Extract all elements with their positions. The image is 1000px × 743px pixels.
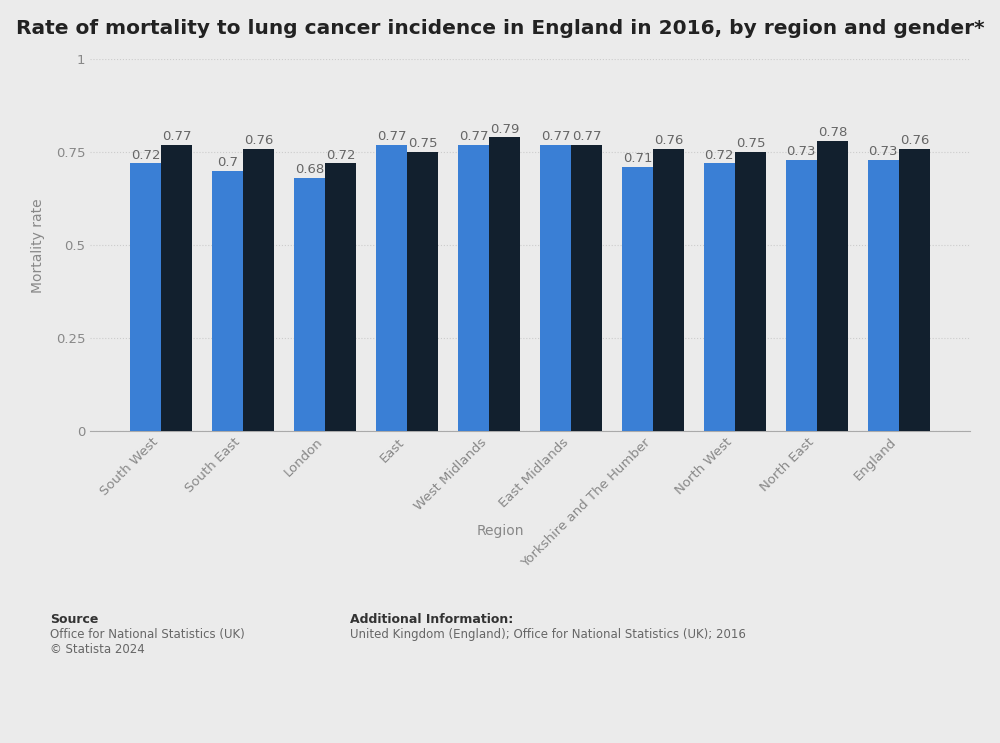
Bar <box>130 163 161 431</box>
Bar <box>161 145 192 431</box>
Text: 0.7: 0.7 <box>217 156 238 169</box>
Text: Source: Source <box>50 613 98 626</box>
Text: 0.78: 0.78 <box>818 126 847 140</box>
Text: Region: Region <box>476 524 524 538</box>
Bar <box>489 137 520 431</box>
Bar <box>571 145 602 431</box>
Text: Additional Information:: Additional Information: <box>350 613 513 626</box>
Text: 0.68: 0.68 <box>295 163 324 176</box>
Text: 0.77: 0.77 <box>459 130 488 143</box>
Text: 0.73: 0.73 <box>869 145 898 158</box>
Text: 0.76: 0.76 <box>654 134 683 147</box>
Text: 0.75: 0.75 <box>408 137 437 150</box>
Text: 0.71: 0.71 <box>623 152 652 166</box>
Text: Rate of mortality to lung cancer incidence in England in 2016, by region and gen: Rate of mortality to lung cancer inciden… <box>16 19 984 38</box>
Bar <box>735 152 766 431</box>
Y-axis label: Mortality rate: Mortality rate <box>31 198 45 293</box>
Bar <box>376 145 407 431</box>
Bar <box>407 152 438 431</box>
Bar <box>817 141 848 431</box>
Text: 0.72: 0.72 <box>131 149 160 161</box>
Bar <box>294 178 325 431</box>
Text: 0.77: 0.77 <box>377 130 406 143</box>
Bar <box>540 145 571 431</box>
Bar <box>704 163 735 431</box>
Bar <box>786 160 817 431</box>
Text: 0.77: 0.77 <box>541 130 570 143</box>
Bar <box>653 149 684 431</box>
Bar <box>622 167 653 431</box>
Bar <box>899 149 930 431</box>
Bar <box>212 171 243 431</box>
Bar <box>243 149 274 431</box>
Text: 0.73: 0.73 <box>787 145 816 158</box>
Text: 0.79: 0.79 <box>490 123 519 136</box>
Text: United Kingdom (England); Office for National Statistics (UK); 2016: United Kingdom (England); Office for Nat… <box>350 628 746 640</box>
Text: 0.72: 0.72 <box>326 149 355 161</box>
Text: 0.77: 0.77 <box>162 130 191 143</box>
Text: 0.77: 0.77 <box>572 130 601 143</box>
Text: 0.72: 0.72 <box>705 149 734 161</box>
Text: Office for National Statistics (UK)
© Statista 2024: Office for National Statistics (UK) © St… <box>50 628 245 656</box>
Text: 0.76: 0.76 <box>900 134 929 147</box>
Text: 0.75: 0.75 <box>736 137 765 150</box>
Bar <box>868 160 899 431</box>
Text: 0.76: 0.76 <box>244 134 273 147</box>
Bar <box>325 163 356 431</box>
Bar <box>458 145 489 431</box>
